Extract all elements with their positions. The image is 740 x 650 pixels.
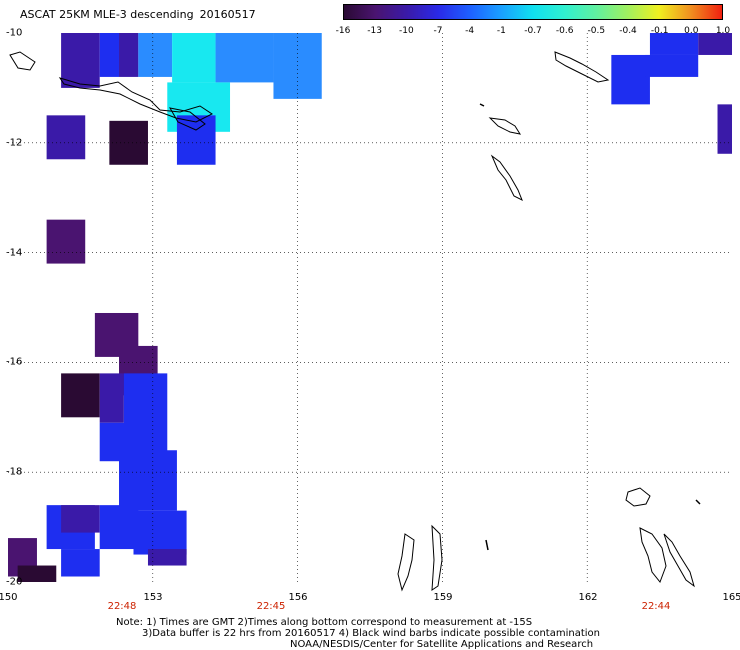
lon-tick-label: 165 xyxy=(722,592,740,603)
data-cell xyxy=(46,115,86,160)
footer-note-2: 3)Data buffer is 22 hrs from 20160517 4)… xyxy=(142,628,600,639)
title-text: ASCAT 25KM MLE-3 descending xyxy=(20,8,194,21)
lon-tick-label: 156 xyxy=(288,592,308,603)
colorbar-tick-label: -16 xyxy=(335,26,351,36)
colorbar-tick-label: -0.6 xyxy=(555,26,574,36)
lat-tick-label: -12 xyxy=(6,137,23,149)
coastline xyxy=(639,527,667,583)
data-cell xyxy=(46,219,86,264)
data-cell xyxy=(17,565,57,582)
data-cell xyxy=(99,505,139,550)
lat-tick-label: -16 xyxy=(6,356,23,368)
data-cell xyxy=(119,450,177,511)
coastline xyxy=(625,487,651,507)
colorbar-tick-label: -10 xyxy=(398,26,414,36)
lon-tick-label: 153 xyxy=(143,592,163,603)
coastline xyxy=(9,51,36,71)
data-cell xyxy=(698,33,732,55)
lon-tick-label: 150 xyxy=(0,592,18,603)
data-cell xyxy=(61,505,100,533)
coastline xyxy=(485,539,489,551)
data-cell xyxy=(611,54,650,105)
coastline xyxy=(479,103,485,107)
data-cell xyxy=(138,33,173,77)
coastline xyxy=(431,524,443,591)
data-cell xyxy=(645,54,699,77)
data-cell xyxy=(119,33,139,77)
colorbar-tick-label: 0.0 xyxy=(684,26,699,36)
data-cell xyxy=(649,33,699,55)
plot-area xyxy=(8,33,732,582)
colorbar xyxy=(343,4,723,20)
title-date: 20160517 xyxy=(199,8,256,21)
data-cell xyxy=(61,33,100,88)
data-cell xyxy=(172,33,216,83)
lat-tick-label: -20 xyxy=(6,576,23,588)
data-cell xyxy=(61,373,100,418)
time-label: 22:48 xyxy=(107,601,137,612)
coastline xyxy=(488,117,522,135)
time-label: 22:44 xyxy=(641,601,671,612)
lat-tick-label: -18 xyxy=(6,466,23,478)
coastline xyxy=(490,154,523,202)
lon-tick-label: 162 xyxy=(578,592,598,603)
colorbar-tick-label: -0.7 xyxy=(524,26,542,36)
data-cell xyxy=(717,104,732,154)
data-cell xyxy=(133,510,187,555)
data-cell xyxy=(99,33,120,77)
colorbar-tick-label: -7 xyxy=(433,26,443,36)
colorbar-tick-label: -4 xyxy=(465,26,475,36)
data-cell xyxy=(176,115,216,165)
colorbar-tick-label: -1 xyxy=(496,26,506,36)
colorbar-tick-label: -0.5 xyxy=(587,26,606,36)
time-label: 22:45 xyxy=(256,601,286,612)
data-cell xyxy=(215,33,274,83)
data-cell xyxy=(99,373,124,423)
footer-note-3: NOAA/NESDIS/Center for Satellite Applica… xyxy=(290,639,594,650)
coastline xyxy=(58,77,213,123)
colorbar-tick-label: -13 xyxy=(367,26,383,36)
colorbar-tick-label: -0.4 xyxy=(619,26,637,36)
coastline xyxy=(695,499,701,505)
data-cell xyxy=(147,549,187,566)
lon-tick-label: 159 xyxy=(433,592,453,603)
coastline xyxy=(169,107,206,131)
map-title: ASCAT 25KM MLE-3 descending 20160517 xyxy=(20,8,256,21)
lat-tick-label: -14 xyxy=(6,247,23,259)
coastline xyxy=(554,51,610,83)
lat-tick-label: -10 xyxy=(6,27,23,39)
coastline xyxy=(663,533,695,588)
data-cell xyxy=(61,549,100,577)
colorbar-tick-label: 1.0 xyxy=(715,26,731,36)
coastline xyxy=(397,533,415,592)
colorbar-tick-label: -0.1 xyxy=(650,26,669,36)
footer-note-1: Note: 1) Times are GMT 2)Times along bot… xyxy=(116,617,533,628)
